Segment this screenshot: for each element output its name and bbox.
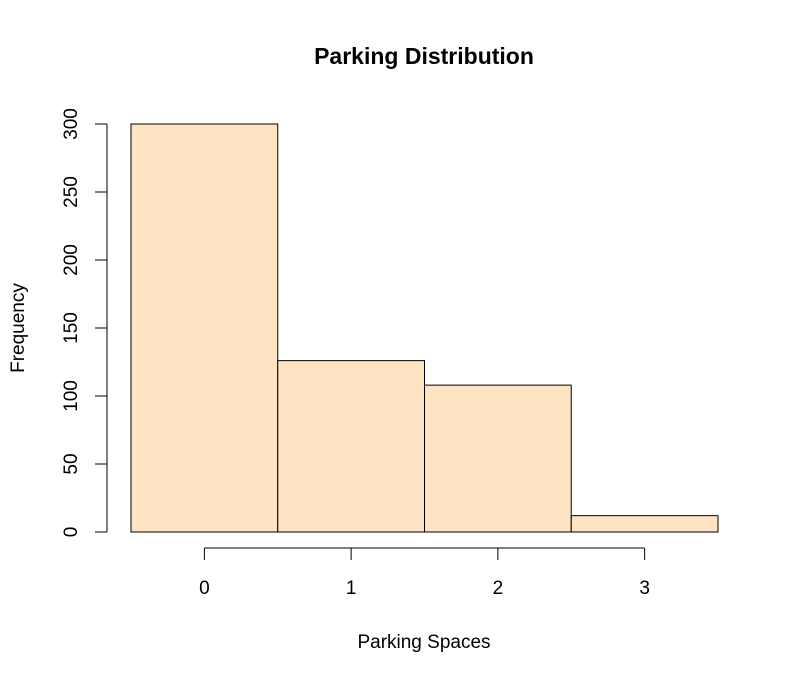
y-tick-label-300: 300 bbox=[61, 108, 82, 140]
bars-group bbox=[130, 123, 719, 533]
x-axis-label: Parking Spaces bbox=[357, 632, 490, 653]
x-tick-label-2: 2 bbox=[493, 578, 504, 599]
chart-title: Parking Distribution bbox=[314, 43, 534, 69]
y-tick-label-100: 100 bbox=[61, 380, 82, 412]
x-tick-label-0: 0 bbox=[199, 578, 210, 599]
y-tick-label-0: 0 bbox=[61, 527, 82, 538]
y-tick-label-200: 200 bbox=[61, 244, 82, 276]
x-tick-label-1: 1 bbox=[346, 578, 357, 599]
y-tick-label-250: 250 bbox=[61, 176, 82, 208]
x-axis: 0 1 2 3 bbox=[199, 547, 650, 599]
y-axis-label: Frequency bbox=[8, 283, 29, 373]
y-tick-label-50: 50 bbox=[61, 453, 82, 474]
bar-0 bbox=[130, 123, 279, 533]
x-tick-label-3: 3 bbox=[639, 578, 650, 599]
y-tick-label-150: 150 bbox=[61, 312, 82, 344]
bar-1 bbox=[277, 360, 425, 533]
y-axis: 0 50 100 150 200 250 300 bbox=[61, 108, 108, 538]
bar-2 bbox=[424, 384, 572, 533]
bar-3 bbox=[570, 515, 719, 533]
